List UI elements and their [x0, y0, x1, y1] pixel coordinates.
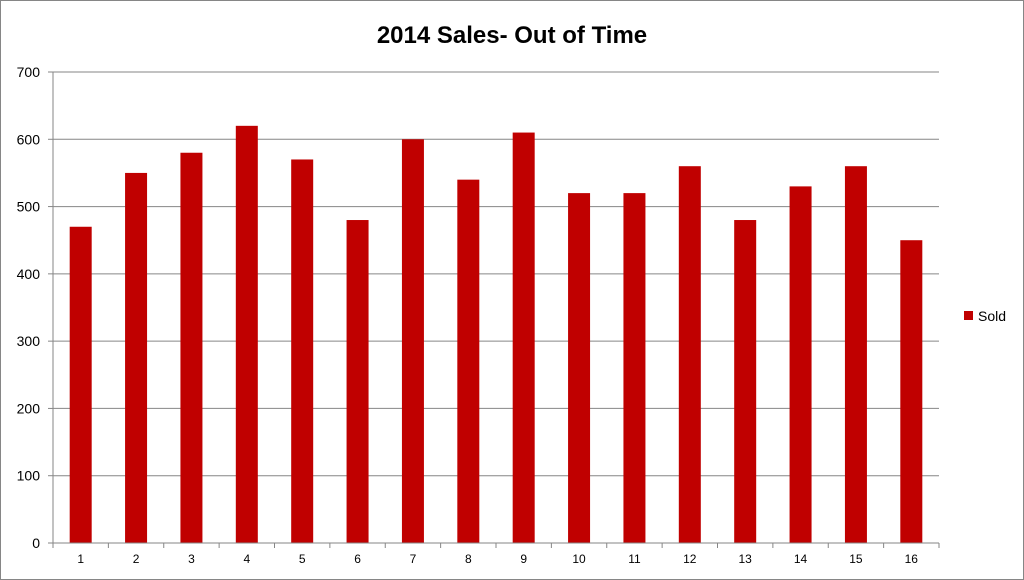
y-tick-label: 500 — [17, 199, 41, 215]
x-axis: 1 2 3 4 5 6 7 8 9 10 11 12 13 14 15 16 — [52, 542, 940, 566]
bar-3 — [180, 152, 203, 543]
bar-12 — [678, 166, 701, 543]
x-tick-label: 14 — [794, 552, 808, 566]
bar-15 — [844, 166, 867, 543]
legend-label-sold: Sold — [978, 308, 1006, 324]
bar-2 — [125, 172, 148, 543]
x-tick-label: 16 — [905, 552, 919, 566]
x-tick-label: 15 — [849, 552, 863, 566]
x-tick-label: 2 — [133, 552, 140, 566]
y-tick-label: 600 — [17, 131, 41, 147]
x-tick-label: 13 — [739, 552, 753, 566]
bar-8 — [457, 179, 480, 543]
bar-6 — [346, 220, 369, 543]
bar-11 — [623, 193, 646, 543]
bar-10 — [568, 193, 591, 543]
bar-14 — [789, 186, 812, 543]
x-tick-label: 3 — [188, 552, 195, 566]
y-tick-label: 300 — [17, 333, 41, 349]
x-tick-label: 6 — [354, 552, 361, 566]
y-tick-label: 0 — [32, 535, 40, 551]
legend-swatch-sold — [964, 311, 973, 320]
x-tick-label: 12 — [683, 552, 697, 566]
bar-5 — [291, 159, 314, 543]
x-tick-label: 11 — [628, 552, 641, 566]
y-tick-label: 100 — [17, 468, 41, 484]
bar-7 — [401, 139, 424, 544]
y-tick-label: 200 — [17, 400, 41, 416]
bar-13 — [734, 220, 757, 543]
x-tick-label: 10 — [572, 552, 586, 566]
x-tick-label: 7 — [410, 552, 417, 566]
legend: Sold — [964, 308, 1006, 324]
x-tick-label: 4 — [243, 552, 250, 566]
y-axis: 0 100 200 300 400 500 600 700 — [17, 64, 54, 551]
x-tick-label: 1 — [77, 552, 84, 566]
bars — [69, 125, 923, 544]
chart-title: 2014 Sales- Out of Time — [377, 22, 647, 49]
bar-1 — [69, 226, 92, 543]
bar-4 — [235, 125, 258, 543]
bar-16 — [900, 240, 923, 543]
y-tick-label: 700 — [17, 64, 41, 80]
x-tick-label: 9 — [520, 552, 527, 566]
y-tick-label: 400 — [17, 266, 41, 282]
bar-9 — [512, 132, 535, 544]
x-tick-label: 8 — [465, 552, 472, 566]
x-tick-label: 5 — [299, 552, 306, 566]
